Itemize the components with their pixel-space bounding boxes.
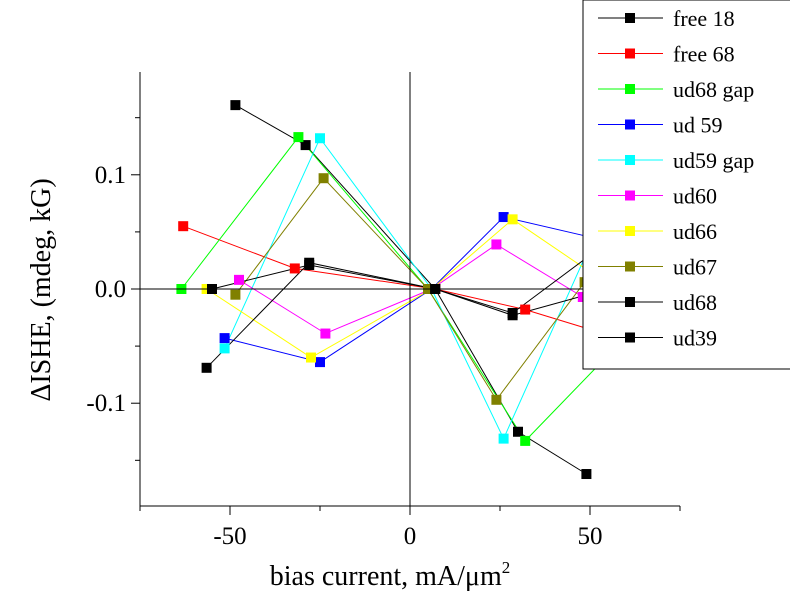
data-point-series-5	[320, 328, 331, 339]
data-point-series-1	[178, 221, 189, 232]
legend-marker-5	[625, 190, 635, 201]
series-line-6	[206, 218, 616, 359]
data-point-series-2	[293, 132, 304, 143]
data-point-series-6	[507, 214, 518, 225]
y-tick-label: -0.1	[86, 390, 126, 417]
legend-marker-8	[625, 297, 635, 307]
data-point-series-4	[315, 133, 325, 144]
legend-label-5: ud60	[673, 184, 717, 209]
legend-marker-3	[625, 119, 635, 130]
data-point-series-8	[201, 362, 212, 373]
data-point-series-7	[318, 173, 329, 184]
x-tick-label: 50	[578, 523, 603, 550]
legend-label-0: free 18	[673, 6, 735, 31]
data-point-series-1	[520, 304, 531, 315]
data-point-series-0	[300, 140, 311, 151]
x-axis-title-superscript: 2	[502, 558, 511, 577]
legend-label-3: ud 59	[673, 113, 723, 138]
data-point-series-9	[507, 310, 518, 321]
plot-area	[176, 100, 631, 480]
y-tick-label: 0.0	[95, 276, 126, 303]
data-point-series-3	[498, 212, 509, 223]
data-point-series-2	[520, 435, 531, 446]
x-tick-label: 0	[404, 523, 417, 550]
data-point-series-9	[304, 260, 315, 271]
legend-label-1: free 68	[673, 42, 735, 67]
legend-label-7: ud67	[673, 255, 717, 280]
legend-label-6: ud66	[673, 219, 717, 244]
data-point-series-4	[498, 433, 509, 444]
y-axis-title: ΔISHE, (mdeg, kG)	[26, 178, 57, 401]
legend-label-8: ud68	[673, 290, 717, 315]
legend-marker-7	[625, 261, 635, 272]
data-point-series-6	[306, 352, 316, 363]
data-point-series-0	[513, 426, 523, 437]
data-point-series-0	[230, 100, 241, 111]
legend-label-2: ud68 gap	[673, 77, 754, 102]
legend-marker-0	[625, 13, 635, 23]
data-point-series-7	[491, 394, 502, 405]
data-point-series-1	[289, 263, 300, 274]
y-tick-label: 0.1	[95, 162, 126, 189]
legend-label-4: ud59 gap	[673, 148, 754, 173]
data-point-series-4	[219, 343, 230, 354]
legend-marker-2	[625, 84, 635, 94]
data-point-series-5	[491, 239, 502, 250]
series-line-0	[235, 104, 587, 475]
data-point-series-3	[315, 357, 325, 368]
data-point-series-7	[230, 289, 241, 300]
legend-marker-9	[625, 332, 635, 343]
legend: free 18 free 68 ud68 gap ud 59 ud59 gap ud60 u…	[582, 0, 790, 370]
data-point-series-0	[581, 469, 592, 480]
x-axis-title-main: bias current, mA/μm	[270, 561, 502, 592]
legend-label-9: ud39	[673, 326, 717, 351]
legend-marker-1	[625, 48, 635, 59]
legend-box	[582, 0, 790, 370]
series-line-4	[224, 137, 598, 440]
x-tick-label: -50	[213, 523, 246, 550]
data-point-series-3	[219, 333, 230, 344]
data-point-series-5	[234, 274, 244, 285]
x-axis-title: bias current, mA/μm2	[270, 558, 510, 592]
legend-marker-6	[625, 226, 635, 236]
legend-marker-4	[625, 155, 635, 165]
